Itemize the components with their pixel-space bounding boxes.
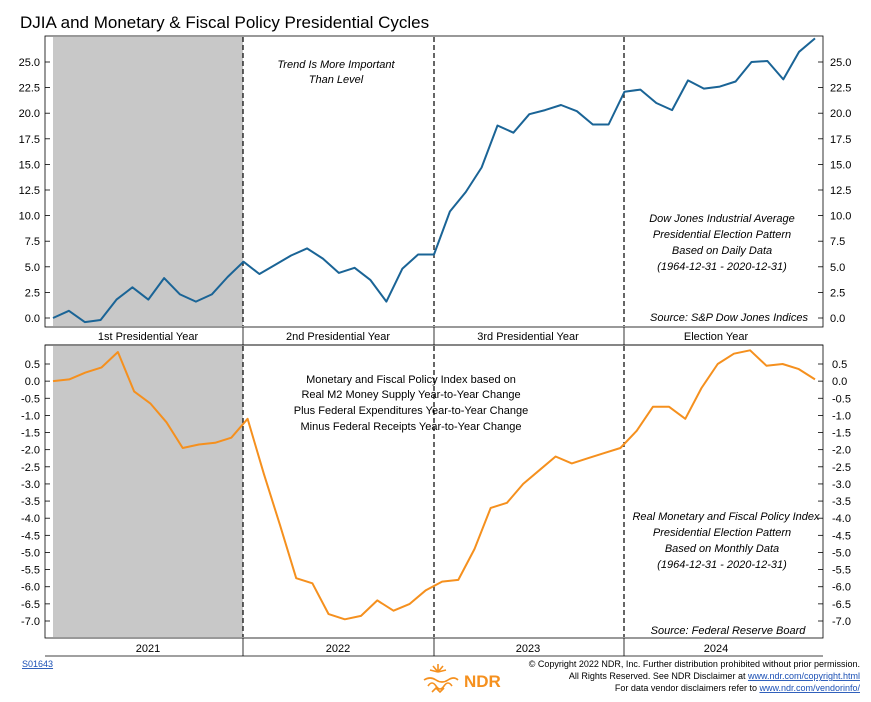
ndr-logo-text: NDR bbox=[464, 672, 501, 691]
policy-desc-line4: (1964-12-31 - 2020-12-31) bbox=[657, 559, 787, 571]
bottom-left-tick-label: -7.0 bbox=[21, 616, 40, 628]
bottom-left-tick-label: -2.5 bbox=[21, 462, 40, 474]
period-label-2: 2nd Presidential Year bbox=[286, 331, 390, 343]
bottom-shaded-first-year bbox=[53, 346, 243, 637]
top-left-tick-label: 20.0 bbox=[19, 108, 40, 120]
copyright-line2: All Rights Reserved. See NDR Disclaimer … bbox=[569, 671, 860, 681]
top-right-tick-label: 25.0 bbox=[830, 57, 851, 69]
bottom-axis-ticks: 0.5 0.5 0.0 0.0 -0.5 -0.5 -1.0 -1.0 -1.5 -1.5 -2.0… bbox=[21, 359, 851, 628]
top-right-tick-label: 15.0 bbox=[830, 159, 851, 171]
bottom-right-tick-label: -3.5 bbox=[832, 496, 851, 508]
top-left-tick-label: 10.0 bbox=[19, 211, 40, 223]
top-right-tick-label: 22.5 bbox=[830, 83, 851, 95]
period-label-3: 3rd Presidential Year bbox=[477, 331, 579, 343]
top-left-tick-label: 12.5 bbox=[19, 185, 40, 197]
copyright-line2-text: All Rights Reserved. See NDR Disclaimer … bbox=[569, 671, 748, 681]
bottom-left-tick-label: -5.5 bbox=[21, 565, 40, 577]
top-right-tick-label: 2.5 bbox=[830, 287, 845, 299]
bottom-left-tick-label: -6.5 bbox=[21, 599, 40, 611]
top-right-tick-label: 0.0 bbox=[830, 313, 845, 325]
djia-series-line bbox=[52, 37, 816, 324]
bottom-right-tick-label: -7.0 bbox=[832, 616, 851, 628]
bottom-left-tick-label: -6.0 bbox=[21, 582, 40, 594]
top-shaded-first-year bbox=[53, 37, 243, 326]
copyright-line3: For data vendor disclaimers refer to www… bbox=[615, 683, 861, 693]
trend-note-line1: Trend Is More Important bbox=[277, 59, 395, 71]
bottom-left-tick-label: 0.5 bbox=[25, 359, 40, 371]
bottom-right-tick-label: -1.5 bbox=[832, 428, 851, 440]
bottom-right-tick-label: 0.5 bbox=[832, 359, 847, 371]
copyright-line1: © Copyright 2022 NDR, Inc. Further distr… bbox=[529, 659, 860, 669]
top-axis-ticks: 0.0 0.0 2.5 2.5 5.0 5.0 7.5 7.5 10.0 10.0 12.5 12.5… bbox=[19, 57, 852, 325]
djia-desc-line3: Based on Daily Data bbox=[672, 245, 772, 257]
trend-note-line2: Than Level bbox=[309, 74, 364, 86]
bottom-left-tick-label: -2.0 bbox=[21, 445, 40, 457]
top-left-tick-label: 7.5 bbox=[25, 236, 40, 248]
policy-desc-line2: Presidential Election Pattern bbox=[653, 527, 791, 539]
top-left-tick-label: 25.0 bbox=[19, 57, 40, 69]
djia-desc-line1: Dow Jones Industrial Average bbox=[649, 213, 795, 225]
bottom-left-tick-label: 0.0 bbox=[25, 376, 40, 388]
bottom-right-tick-label: -5.0 bbox=[832, 547, 851, 559]
copyright-line3-text: For data vendor disclaimers refer to bbox=[615, 683, 760, 693]
bottom-left-tick-label: -3.0 bbox=[21, 479, 40, 491]
copyright-link[interactable]: www.ndr.com/copyright.html bbox=[747, 671, 860, 681]
djia-desc-line2: Presidential Election Pattern bbox=[653, 229, 791, 241]
bottom-right-tick-label: -2.5 bbox=[832, 462, 851, 474]
bottom-right-tick-label: -5.5 bbox=[832, 565, 851, 577]
policy-note-line1: Monetary and Fiscal Policy Index based o… bbox=[306, 374, 516, 386]
bottom-left-tick-label: -1.5 bbox=[21, 428, 40, 440]
bottom-right-tick-label: -6.0 bbox=[832, 582, 851, 594]
bottom-left-tick-label: -4.0 bbox=[21, 513, 40, 525]
top-right-tick-label: 7.5 bbox=[830, 236, 845, 248]
top-left-tick-label: 0.0 bbox=[25, 313, 40, 325]
bottom-left-tick-label: -5.0 bbox=[21, 547, 40, 559]
ndr-logo-icon bbox=[423, 664, 459, 694]
djia-source: Source: S&P Dow Jones Indices bbox=[650, 312, 808, 324]
bottom-right-tick-label: -4.5 bbox=[832, 530, 851, 542]
period-separators bbox=[242, 37, 625, 656]
bottom-right-tick-label: 0.0 bbox=[832, 376, 847, 388]
top-right-tick-label: 12.5 bbox=[830, 185, 851, 197]
top-right-tick-label: 20.0 bbox=[830, 108, 851, 120]
x-label-2021: 2021 bbox=[136, 643, 160, 655]
x-label-2022: 2022 bbox=[326, 643, 350, 655]
bottom-right-tick-label: -4.0 bbox=[832, 513, 851, 525]
top-left-tick-label: 22.5 bbox=[19, 83, 40, 95]
policy-index-series-line bbox=[52, 349, 816, 621]
top-left-tick-label: 17.5 bbox=[19, 134, 40, 146]
top-right-tick-label: 10.0 bbox=[830, 211, 851, 223]
bottom-right-tick-label: -2.0 bbox=[832, 445, 851, 457]
top-left-tick-label: 15.0 bbox=[19, 159, 40, 171]
policy-desc-line1: Real Monetary and Fiscal Policy Index bbox=[632, 511, 820, 523]
period-label-1: 1st Presidential Year bbox=[98, 331, 199, 343]
vendor-info-link[interactable]: www.ndr.com/vendorinfo/ bbox=[758, 683, 860, 693]
bottom-left-tick-label: -0.5 bbox=[21, 393, 40, 405]
top-left-tick-label: 5.0 bbox=[25, 262, 40, 274]
policy-desc-line3: Based on Monthly Data bbox=[665, 543, 779, 555]
top-right-tick-label: 5.0 bbox=[830, 262, 845, 274]
bottom-left-tick-label: -1.0 bbox=[21, 410, 40, 422]
bottom-right-tick-label: -1.0 bbox=[832, 410, 851, 422]
policy-note-line4: Minus Federal Receipts Year-to-Year Chan… bbox=[301, 421, 522, 433]
policy-note-line3: Plus Federal Expenditures Year-to-Year C… bbox=[294, 405, 528, 417]
policy-source: Source: Federal Reserve Board bbox=[651, 625, 807, 637]
ndr-logo: NDR bbox=[423, 664, 501, 694]
chart-title: DJIA and Monetary & Fiscal Policy Presid… bbox=[20, 13, 429, 32]
bottom-right-tick-label: -6.5 bbox=[832, 599, 851, 611]
x-label-2024: 2024 bbox=[704, 643, 728, 655]
bottom-left-tick-label: -4.5 bbox=[21, 530, 40, 542]
bottom-right-tick-label: -0.5 bbox=[832, 393, 851, 405]
period-label-4: Election Year bbox=[684, 331, 749, 343]
top-right-tick-label: 17.5 bbox=[830, 134, 851, 146]
top-left-tick-label: 2.5 bbox=[25, 287, 40, 299]
policy-note-line2: Real M2 Money Supply Year-to-Year Change bbox=[301, 389, 520, 401]
x-label-2023: 2023 bbox=[516, 643, 540, 655]
bottom-left-tick-label: -3.5 bbox=[21, 496, 40, 508]
chart-id-link[interactable]: S01643 bbox=[22, 659, 53, 669]
djia-desc-line4: (1964-12-31 - 2020-12-31) bbox=[657, 261, 787, 273]
bottom-right-tick-label: -3.0 bbox=[832, 479, 851, 491]
